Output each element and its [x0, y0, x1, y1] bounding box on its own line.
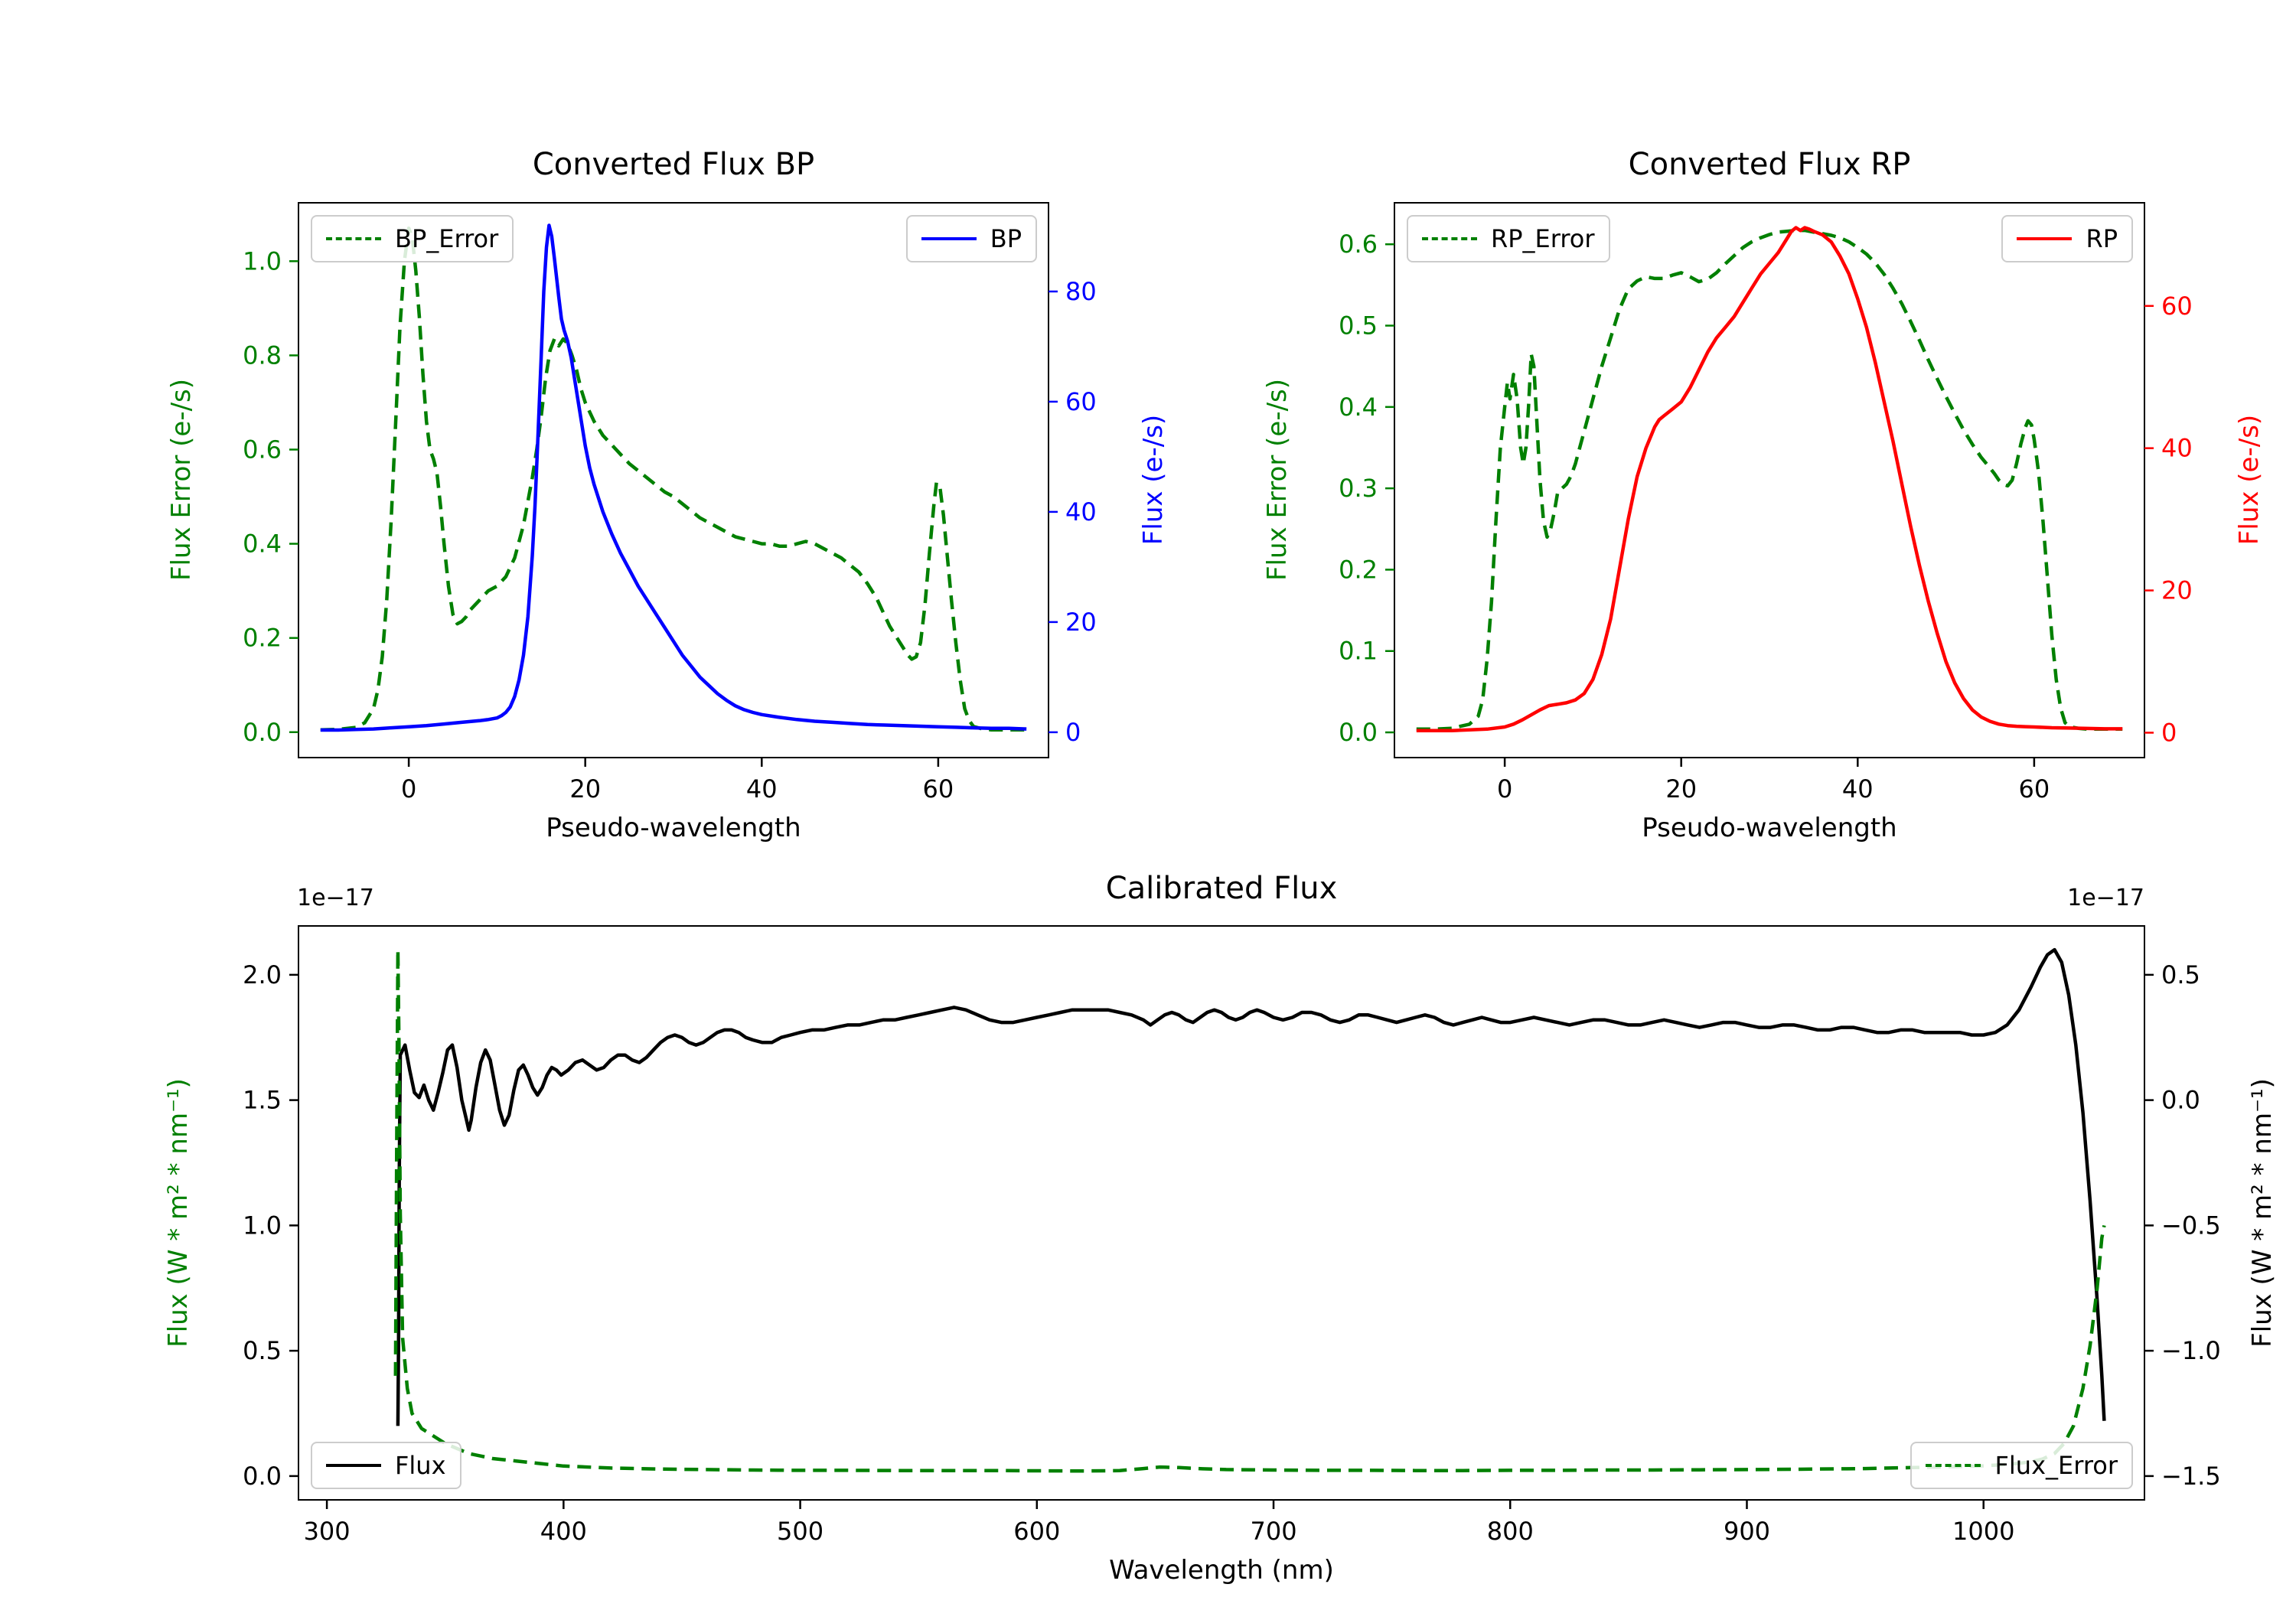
- x-tick-label: 20: [569, 774, 601, 804]
- x-tick-label: 300: [304, 1517, 351, 1546]
- y-tick-label: 0.4: [1339, 393, 1378, 422]
- y-tick-label: 1.0: [243, 246, 282, 275]
- y-tick-label: 1.0: [243, 1211, 282, 1240]
- y-tick-label: 0: [1065, 718, 1081, 747]
- offset-text-left: 1e−17: [297, 885, 374, 911]
- bp-line: [320, 223, 1027, 732]
- legend-label-rp-error: RP_Error: [1491, 224, 1595, 253]
- x-tick-label: 600: [1013, 1517, 1060, 1546]
- y-tick-label: 20: [2161, 576, 2193, 605]
- x-tick-label: 0: [401, 774, 416, 804]
- axes-spine: [298, 202, 1049, 758]
- y-tick-label: 0.4: [243, 530, 282, 559]
- chart-title-bp: Converted Flux BP: [532, 147, 815, 182]
- legend-label-flux: Flux: [395, 1451, 446, 1480]
- y-tick-label: 60: [2161, 292, 2193, 321]
- ylabel-bp-left: Flux Error (e-/s): [166, 378, 197, 582]
- y-tick-label: 0.5: [1339, 311, 1378, 341]
- x-tick-label: 60: [923, 774, 954, 804]
- y-tick-label: 60: [1065, 387, 1097, 416]
- chart-title-rp: Converted Flux RP: [1628, 147, 1911, 182]
- y-tick-label: 0.3: [1339, 474, 1378, 503]
- legend-label-rp: RP: [2086, 224, 2118, 253]
- x-tick-label: 60: [2019, 774, 2050, 804]
- y-tick-label: 2.0: [243, 960, 282, 989]
- y-tick-label: 80: [1065, 277, 1097, 306]
- axes-spine: [298, 925, 2145, 1501]
- y-tick-label: 0.2: [1339, 555, 1378, 584]
- y-tick-label: 0.0: [243, 718, 282, 747]
- y-tick-label: −1.0: [2161, 1336, 2221, 1365]
- legend-flux-error: Flux_Error: [1910, 1442, 2133, 1489]
- xlabel-rp: Pseudo-wavelength: [1642, 813, 1897, 843]
- x-tick-label: 400: [540, 1517, 587, 1546]
- legend-label-flux-error: Flux_Error: [1994, 1451, 2118, 1480]
- flux-line-sample: [326, 1464, 381, 1467]
- offset-text-right: 1e−17: [2067, 885, 2144, 911]
- legend-bp: BP: [905, 215, 1037, 262]
- y-tick-label: 0.1: [1339, 637, 1378, 666]
- rp-line-sample: [2017, 237, 2073, 240]
- bp-error-line: [320, 226, 1027, 732]
- x-tick-label: 700: [1250, 1517, 1296, 1546]
- x-tick-label: 1000: [1952, 1517, 2014, 1546]
- legend-rp: RP: [2001, 215, 2133, 262]
- y-tick-label: 0.6: [243, 435, 282, 464]
- legend-flux: Flux: [311, 1442, 461, 1489]
- y-tick-label: 40: [2161, 434, 2193, 463]
- y-tick-label: 1.5: [243, 1086, 282, 1115]
- flux-line: [396, 947, 2106, 1426]
- y-tick-label: −1.5: [2161, 1462, 2221, 1491]
- legend-label-bp-error: BP_Error: [395, 224, 499, 253]
- y-tick-label: 0.5: [2161, 960, 2200, 989]
- x-tick-label: 20: [1665, 774, 1697, 804]
- y-tick-label: 40: [1065, 497, 1097, 526]
- ylabel-bp-right: Flux (e-/s): [1138, 414, 1169, 546]
- ylabel-rp-left: Flux Error (e-/s): [1262, 378, 1293, 582]
- rp-error-line: [1416, 228, 2123, 732]
- legend-bp-error: BP_Error: [311, 215, 514, 262]
- ylabel-calibrated-right: Flux (W * m² * nm⁻¹): [2247, 1078, 2278, 1348]
- axes-spine: [1394, 202, 2145, 758]
- ylabel-rp-right: Flux (e-/s): [2234, 414, 2265, 546]
- ylabel-calibrated-left: Flux (W * m² * nm⁻¹): [163, 1078, 194, 1348]
- bp-error-line-sample: [326, 237, 381, 240]
- y-tick-label: −0.5: [2161, 1211, 2221, 1240]
- y-tick-label: 0.6: [1339, 230, 1378, 259]
- x-tick-label: 40: [746, 774, 778, 804]
- y-tick-label: 0: [2161, 718, 2177, 747]
- x-tick-label: 0: [1497, 774, 1512, 804]
- rp-line: [1416, 226, 2123, 732]
- y-tick-label: 0.8: [243, 341, 282, 370]
- legend-label-bp: BP: [990, 224, 1022, 253]
- x-tick-label: 500: [777, 1517, 823, 1546]
- rp-error-line-sample: [1422, 237, 1477, 240]
- y-tick-label: 0.0: [2161, 1086, 2200, 1115]
- bp-line-sample: [921, 237, 977, 240]
- y-tick-label: 0.2: [243, 624, 282, 653]
- flux-error-line-sample: [1926, 1464, 1981, 1467]
- x-tick-label: 800: [1487, 1517, 1534, 1546]
- xlabel-bp: Pseudo-wavelength: [546, 813, 801, 843]
- y-tick-label: 0.5: [243, 1336, 282, 1365]
- y-tick-label: 0.0: [1339, 718, 1378, 747]
- y-tick-label: 20: [1065, 608, 1097, 637]
- chart-title-calibrated: Calibrated Flux: [1105, 871, 1338, 906]
- legend-rp-error: RP_Error: [1407, 215, 1610, 262]
- xlabel-calibrated: Wavelength (nm): [1109, 1555, 1334, 1586]
- y-tick-label: 0.0: [243, 1462, 282, 1491]
- x-tick-label: 40: [1842, 774, 1874, 804]
- x-tick-label: 900: [1724, 1517, 1770, 1546]
